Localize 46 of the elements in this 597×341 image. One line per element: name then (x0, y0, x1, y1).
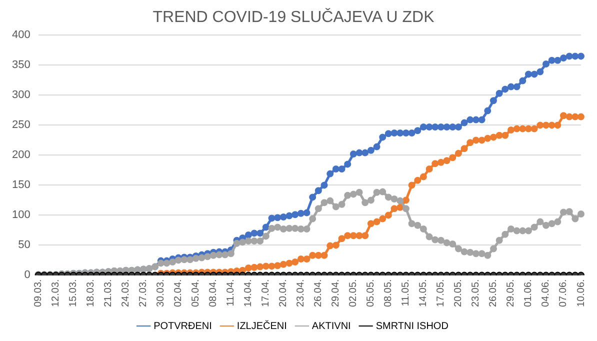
x-tick-label: 21.03. (103, 279, 114, 308)
y-tick-label: 400 (12, 29, 30, 42)
x-tick-label: 17.04. (260, 279, 272, 308)
legend-label: SMRTNI ISHOD (376, 320, 448, 332)
x-tick-label: 14.04. (243, 279, 254, 308)
x-tick-label: 08.05. (383, 279, 394, 308)
x-tick-label: 24.03. (120, 279, 132, 308)
y-tick-label: 50 (18, 239, 30, 252)
x-tick-label: 15.03. (68, 279, 80, 308)
x-tick-label: 11.04. (226, 279, 237, 306)
x-tick-label: 01.06. (523, 279, 534, 308)
y-tick-label: 350 (12, 59, 30, 72)
x-tick-label: 26.04. (313, 279, 324, 308)
legend-label: IZLJEČENI (236, 320, 287, 332)
x-tick-label: 23.05. (470, 279, 482, 308)
x-tick-label: 10.06. (576, 279, 587, 308)
legend-label: AKTIVNI (312, 320, 351, 332)
x-tick-label: 29.04. (330, 279, 342, 308)
x-tick-label: 02.05. (348, 279, 360, 308)
x-tick-label: 18.03. (86, 279, 97, 308)
y-tick-label: 200 (12, 149, 30, 162)
x-tick-label: 11.05. (400, 279, 412, 306)
y-tick-label: 150 (12, 179, 30, 192)
x-tick-label: 26.05. (488, 279, 500, 308)
x-tick-label: 23.04. (296, 279, 307, 308)
x-tick-label: 20.05. (453, 279, 464, 308)
x-tick-label: 05.05. (366, 279, 377, 308)
legend-label: POTVRĐENI (154, 320, 212, 332)
x-tick-label: 20.04. (278, 279, 290, 308)
x-tick-label: 12.03. (50, 279, 62, 308)
y-tick-label: 250 (12, 119, 30, 132)
x-tick-label: 02.04. (173, 279, 184, 308)
x-tick-label: 09.03. (33, 279, 44, 308)
x-tick-label: 07.06. (558, 279, 570, 308)
x-tick-label: 04.06. (540, 279, 552, 308)
chart-title: TREND COVID-19 SLUČAJEVA U ZDK (152, 8, 435, 26)
y-tick-label: 300 (12, 89, 30, 102)
y-tick-label: 0 (24, 269, 30, 282)
x-tick-label: 30.03. (156, 279, 167, 308)
x-tick-label: 27.03. (138, 279, 150, 308)
x-tick-label: 05.04. (190, 279, 202, 308)
x-tick-label: 08.04. (208, 279, 220, 308)
x-tick-label: 14.05. (418, 279, 430, 308)
x-tick-label: 17.05. (436, 279, 447, 308)
x-tick-label: 29.05. (506, 279, 517, 308)
y-tick-label: 100 (12, 209, 30, 222)
